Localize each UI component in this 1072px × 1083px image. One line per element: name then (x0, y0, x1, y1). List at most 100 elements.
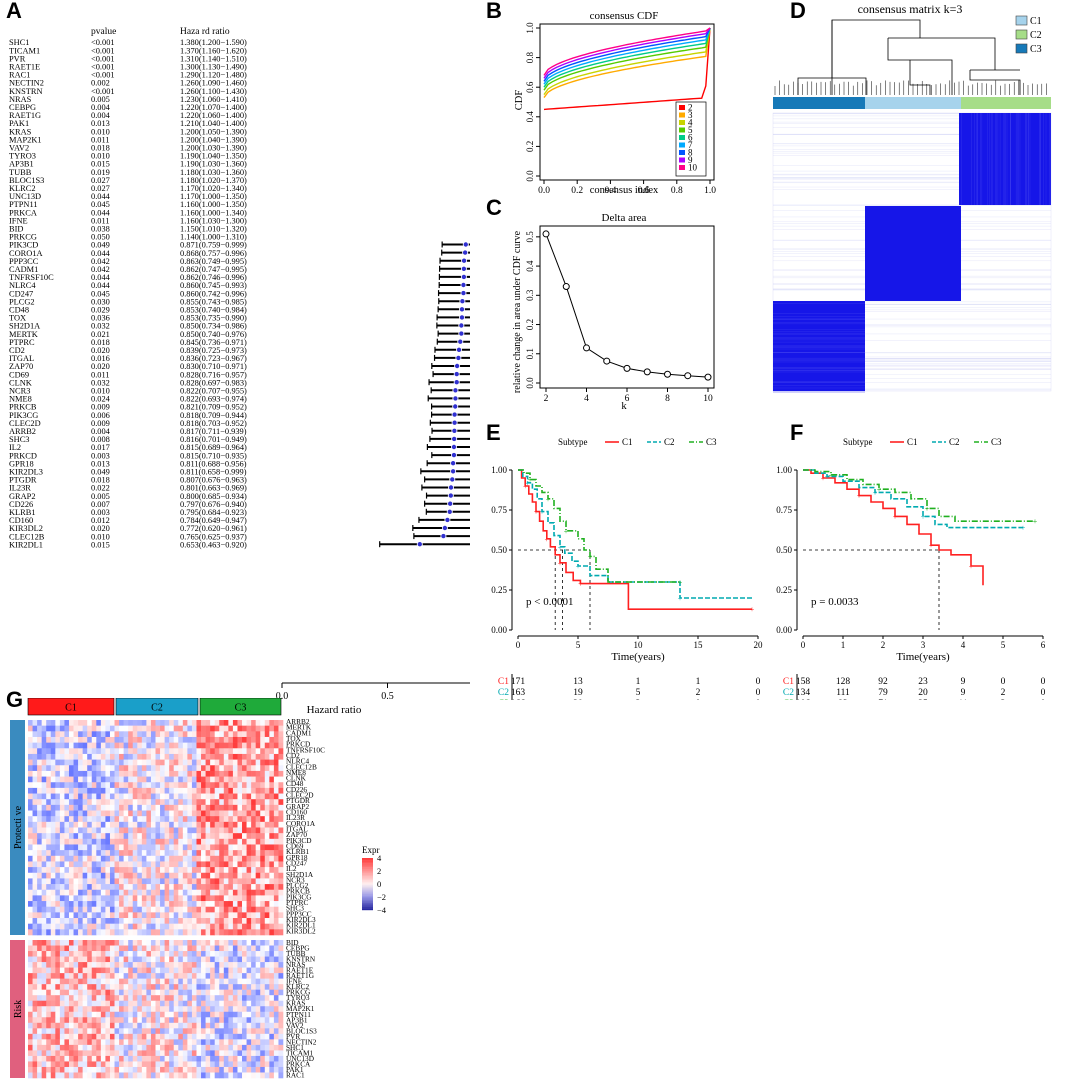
heatmap-cell (223, 962, 229, 968)
heatmap-cell (123, 782, 129, 789)
heatmap-cell (269, 855, 275, 862)
heatmap-cell (68, 793, 74, 800)
heatmap-cell (269, 901, 275, 908)
heatmap-cell (246, 827, 252, 834)
heatmap-cell (68, 861, 74, 868)
forest-hr-text: 0.839(0.725−0.973) (180, 346, 247, 355)
heatmap-cell (255, 912, 261, 919)
heatmap-cell (155, 918, 161, 924)
heatmap-cell (137, 799, 143, 806)
heatmap-cell (196, 1017, 202, 1024)
km-censor-mark: + (534, 508, 539, 517)
heatmap-cell (55, 951, 61, 957)
heatmap-cell (182, 945, 188, 952)
heatmap-cell (146, 912, 152, 919)
heatmap-cell (37, 725, 42, 732)
forest-hr-text: 0.765(0.625−0.937) (180, 532, 247, 541)
heatmap-cell (141, 1028, 147, 1035)
heatmap-cell (178, 1022, 184, 1029)
heatmap-cell (123, 956, 129, 963)
heatmap-cell (196, 1006, 202, 1013)
forest-hr-text: 1.180(1.020−1.370) (180, 176, 247, 185)
heatmap-cell (255, 799, 261, 806)
heatmap-cell (164, 861, 170, 868)
heatmap-cell (73, 748, 79, 755)
heatmap-cell (260, 782, 266, 789)
heatmap-cell (260, 833, 266, 840)
heatmap-cell (46, 748, 52, 755)
heatmap-cell (182, 725, 188, 732)
heatmap-cell (278, 956, 284, 963)
heatmap-cell (68, 759, 74, 766)
heatmap-cell (242, 810, 247, 817)
heatmap-cell (269, 759, 275, 766)
heatmap-cell (68, 984, 74, 990)
heatmap-cell (137, 793, 143, 800)
heatmap-cell (223, 748, 229, 755)
heatmap-cell (68, 804, 74, 811)
heatmap-cell (278, 720, 284, 726)
forest-gene-label: CD226 (9, 500, 33, 509)
heatmap-cell (251, 833, 256, 840)
heatmap-cell (55, 984, 61, 990)
heatmap-cell (119, 804, 124, 811)
heatmap-cell (223, 736, 229, 743)
delta-point (583, 344, 590, 352)
heatmap-cell (150, 776, 156, 783)
heatmap-cell (214, 765, 220, 772)
heatmap-cell (278, 759, 284, 766)
heatmap-cell (191, 1000, 197, 1007)
heatmap-cell (273, 1011, 279, 1018)
heatmap-cell (59, 1028, 65, 1035)
heatmap-cell (37, 816, 42, 823)
heatmap-cell (100, 967, 106, 974)
heatmap-cell (96, 1039, 102, 1046)
heatmap-cell (182, 1044, 188, 1051)
heatmap-cell (55, 1050, 61, 1057)
heatmap-cell (132, 810, 138, 817)
heatmap-cell (255, 742, 261, 749)
heatmap-cell (137, 1050, 143, 1057)
heatmap-cell (246, 782, 252, 789)
heatmap-cell (255, 1028, 261, 1035)
heatmap-cell (160, 810, 165, 817)
forest-point (449, 476, 456, 483)
heatmap-cell (173, 929, 179, 936)
heatmap-cell (182, 967, 188, 974)
heatmap-cell (37, 1033, 42, 1040)
heatmap-cell (68, 878, 74, 885)
heatmap-cell (232, 816, 238, 823)
heatmap-cell (273, 989, 279, 996)
heatmap-cell (219, 1061, 225, 1068)
heatmap-cell (82, 810, 88, 817)
heatmap-cell (178, 1061, 184, 1068)
heatmap-cell (273, 804, 279, 811)
heatmap-cell (105, 850, 111, 857)
heatmap-cell (46, 759, 52, 766)
heatmap-cell (128, 1011, 134, 1018)
heatmap-cell (246, 748, 252, 755)
heatmap-cell (78, 906, 83, 913)
km-censor-mark: + (564, 527, 569, 536)
heatmap-cell (82, 1000, 88, 1007)
heatmap-cell (219, 895, 225, 902)
heatmap-cell (50, 736, 56, 743)
forest-gene-label: PTPN11 (9, 200, 38, 209)
heatmap-cell (219, 973, 225, 979)
heatmap-cell (264, 1017, 270, 1024)
heatmap-cell (87, 1072, 93, 1079)
heatmap-cell (164, 878, 170, 885)
heatmap-cell (82, 731, 88, 738)
km-censor-mark: + (921, 512, 926, 521)
forest-pvalue: 0.004 (91, 427, 111, 436)
heatmap-cell (214, 770, 220, 777)
heatmap-cell (242, 989, 247, 996)
heatmap-cell (41, 1061, 47, 1068)
heatmap-cell (46, 1066, 52, 1073)
heatmap-cell (246, 1028, 252, 1035)
heatmap-cell (201, 1061, 206, 1068)
heatmap-cell (214, 1066, 220, 1073)
heatmap-cell (210, 1061, 215, 1068)
heatmap-cell (123, 833, 129, 840)
heatmap-cell (132, 736, 138, 743)
